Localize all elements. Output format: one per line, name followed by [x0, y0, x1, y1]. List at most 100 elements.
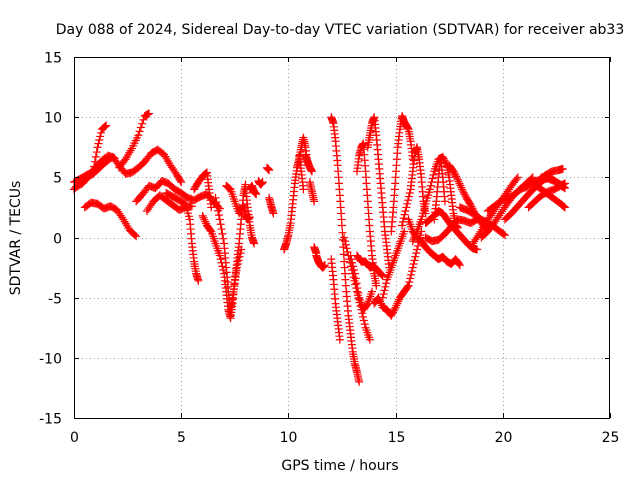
- x-tick-label: 25: [602, 430, 620, 446]
- x-tick-label: 0: [70, 430, 79, 446]
- data-point: [400, 210, 409, 219]
- data-point: [380, 286, 389, 295]
- data-point: [216, 220, 225, 229]
- data-point: [405, 188, 414, 197]
- data-point: [338, 221, 346, 230]
- data-point: [233, 259, 242, 268]
- data-point: [206, 226, 215, 235]
- data-point: [377, 271, 386, 280]
- data-point: [401, 207, 410, 216]
- data-point: [459, 188, 468, 197]
- data-point: [365, 335, 374, 344]
- data-point: [512, 175, 521, 184]
- data-point: [130, 231, 139, 240]
- data-point: [428, 174, 437, 183]
- data-point: [136, 123, 145, 132]
- data-point: [560, 202, 569, 211]
- series-t6: [132, 176, 224, 213]
- series-t3: [80, 198, 141, 241]
- y-tick-label: -5: [48, 292, 62, 308]
- series-t29: [353, 251, 387, 281]
- data-point: [258, 178, 267, 187]
- data-point: [407, 267, 416, 276]
- x-tick-label: 10: [280, 430, 298, 446]
- data-point: [352, 279, 361, 288]
- data-point: [212, 198, 221, 207]
- data-point: [320, 261, 329, 270]
- data-point: [350, 269, 359, 278]
- data-point: [312, 249, 321, 258]
- data-point: [338, 228, 347, 237]
- data-point: [377, 299, 386, 308]
- data-point: [265, 166, 274, 175]
- series-t17: [265, 193, 278, 218]
- data-point: [91, 152, 100, 161]
- series-t8: [162, 188, 203, 285]
- data-point: [341, 240, 350, 249]
- series-t32: [378, 227, 409, 302]
- data-point: [110, 154, 119, 163]
- data-point: [234, 256, 243, 265]
- series-t14: [245, 181, 261, 199]
- series-t7: [142, 191, 196, 216]
- data-point: [454, 177, 463, 186]
- data-point: [207, 203, 216, 212]
- data-point: [135, 127, 144, 136]
- data-point: [410, 256, 419, 265]
- data-point: [413, 241, 422, 250]
- data-point: [392, 301, 401, 310]
- data-point: [213, 202, 222, 211]
- data-point: [394, 297, 403, 306]
- data-point: [342, 244, 351, 253]
- data-point: [351, 274, 360, 283]
- data-point: [500, 231, 509, 240]
- data-point: [412, 249, 421, 258]
- data-point: [453, 175, 462, 184]
- data-point: [198, 211, 207, 220]
- data-point: [466, 201, 475, 210]
- data-point: [460, 190, 469, 199]
- data-point: [177, 178, 186, 187]
- axis-ticks: 0 5 10 15 20 25 15 10 5 0 -5 -10 -15: [39, 51, 619, 447]
- data-point: [404, 192, 413, 201]
- data-point: [252, 190, 261, 199]
- data-point: [93, 143, 102, 152]
- data-point: [375, 295, 384, 304]
- data-point: [360, 320, 369, 329]
- data-point: [359, 312, 368, 321]
- data-point: [410, 233, 419, 242]
- series-t27: [346, 251, 377, 314]
- data-point: [218, 262, 227, 271]
- data-point: [362, 300, 371, 309]
- data-point: [455, 179, 464, 188]
- series-t19: [295, 151, 308, 194]
- data-point: [399, 214, 408, 223]
- data-point: [404, 281, 413, 290]
- series-t22: [312, 251, 329, 272]
- data-point: [232, 263, 241, 272]
- series-t9: [190, 168, 216, 212]
- data-point: [452, 172, 461, 181]
- series-t31: [370, 227, 426, 320]
- data-point: [355, 377, 364, 386]
- data-point: [132, 232, 141, 241]
- x-axis-label: GPS time / hours: [281, 458, 398, 474]
- data-point: [398, 221, 407, 230]
- data-point: [378, 272, 387, 281]
- data-point: [94, 139, 103, 148]
- data-point: [335, 335, 344, 344]
- data-point: [187, 202, 196, 211]
- data-point: [389, 308, 398, 317]
- data-point: [97, 128, 106, 137]
- data-point: [560, 203, 569, 212]
- data-point: [388, 310, 397, 319]
- data-point: [407, 270, 416, 279]
- x-tick-label: 5: [177, 430, 186, 446]
- data-point: [413, 245, 422, 254]
- data-point: [102, 121, 111, 130]
- data-point: [138, 119, 147, 128]
- data-point: [449, 167, 458, 176]
- series-t23: [310, 243, 321, 258]
- data-point: [441, 157, 450, 166]
- data-point: [218, 229, 227, 238]
